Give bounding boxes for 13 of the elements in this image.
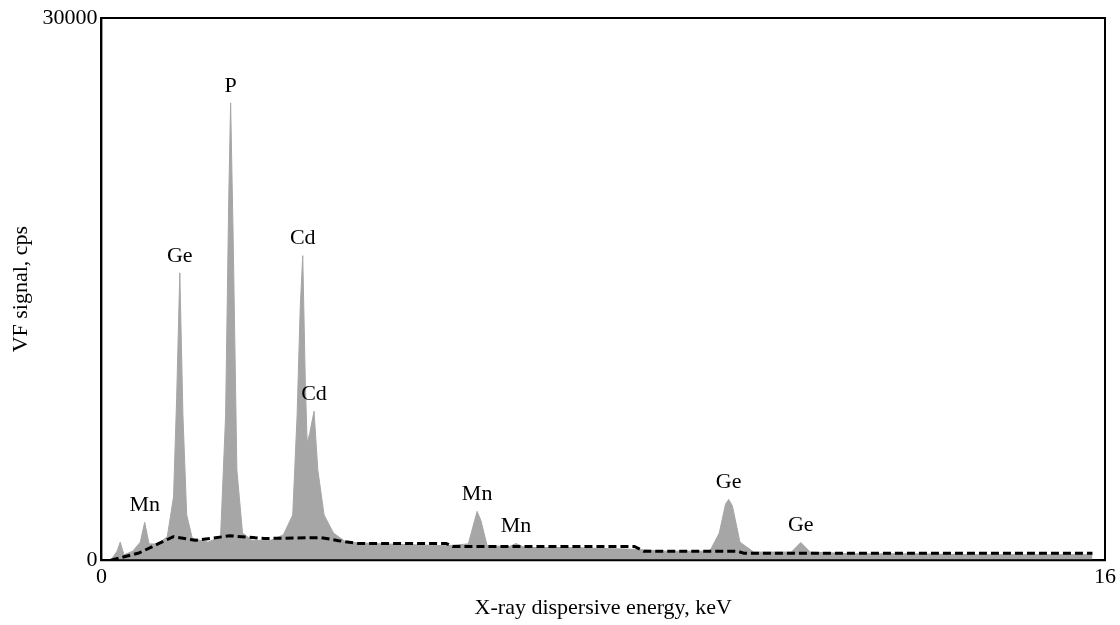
y-tick-label: 30000 (42, 3, 98, 29)
annotation: Ge (787, 511, 814, 537)
annotation: Mn (500, 512, 532, 538)
annotation: Mn (461, 480, 493, 506)
x-axis-title: X-ray dispersive energy, keV (474, 593, 732, 619)
annotation: Ge (166, 241, 193, 267)
x-tick-label: 16 (1094, 563, 1116, 589)
annotation: Cd (301, 380, 327, 406)
annotation: Cd (289, 224, 316, 250)
annotation: P (224, 71, 237, 97)
annotation: Ge (715, 468, 742, 494)
y-axis-title: VF signal, cps (6, 225, 32, 353)
annotation: Mn (129, 491, 160, 517)
